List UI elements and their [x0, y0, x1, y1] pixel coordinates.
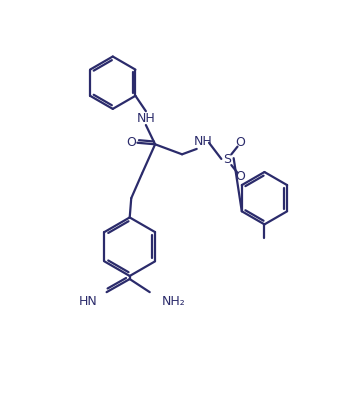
- Text: O: O: [126, 136, 136, 149]
- Text: O: O: [235, 170, 245, 183]
- Text: S: S: [223, 153, 232, 166]
- Text: NH: NH: [193, 136, 212, 149]
- Text: HN: HN: [79, 295, 97, 308]
- Text: NH: NH: [137, 112, 155, 125]
- Text: NH₂: NH₂: [161, 295, 185, 308]
- Text: O: O: [235, 136, 245, 149]
